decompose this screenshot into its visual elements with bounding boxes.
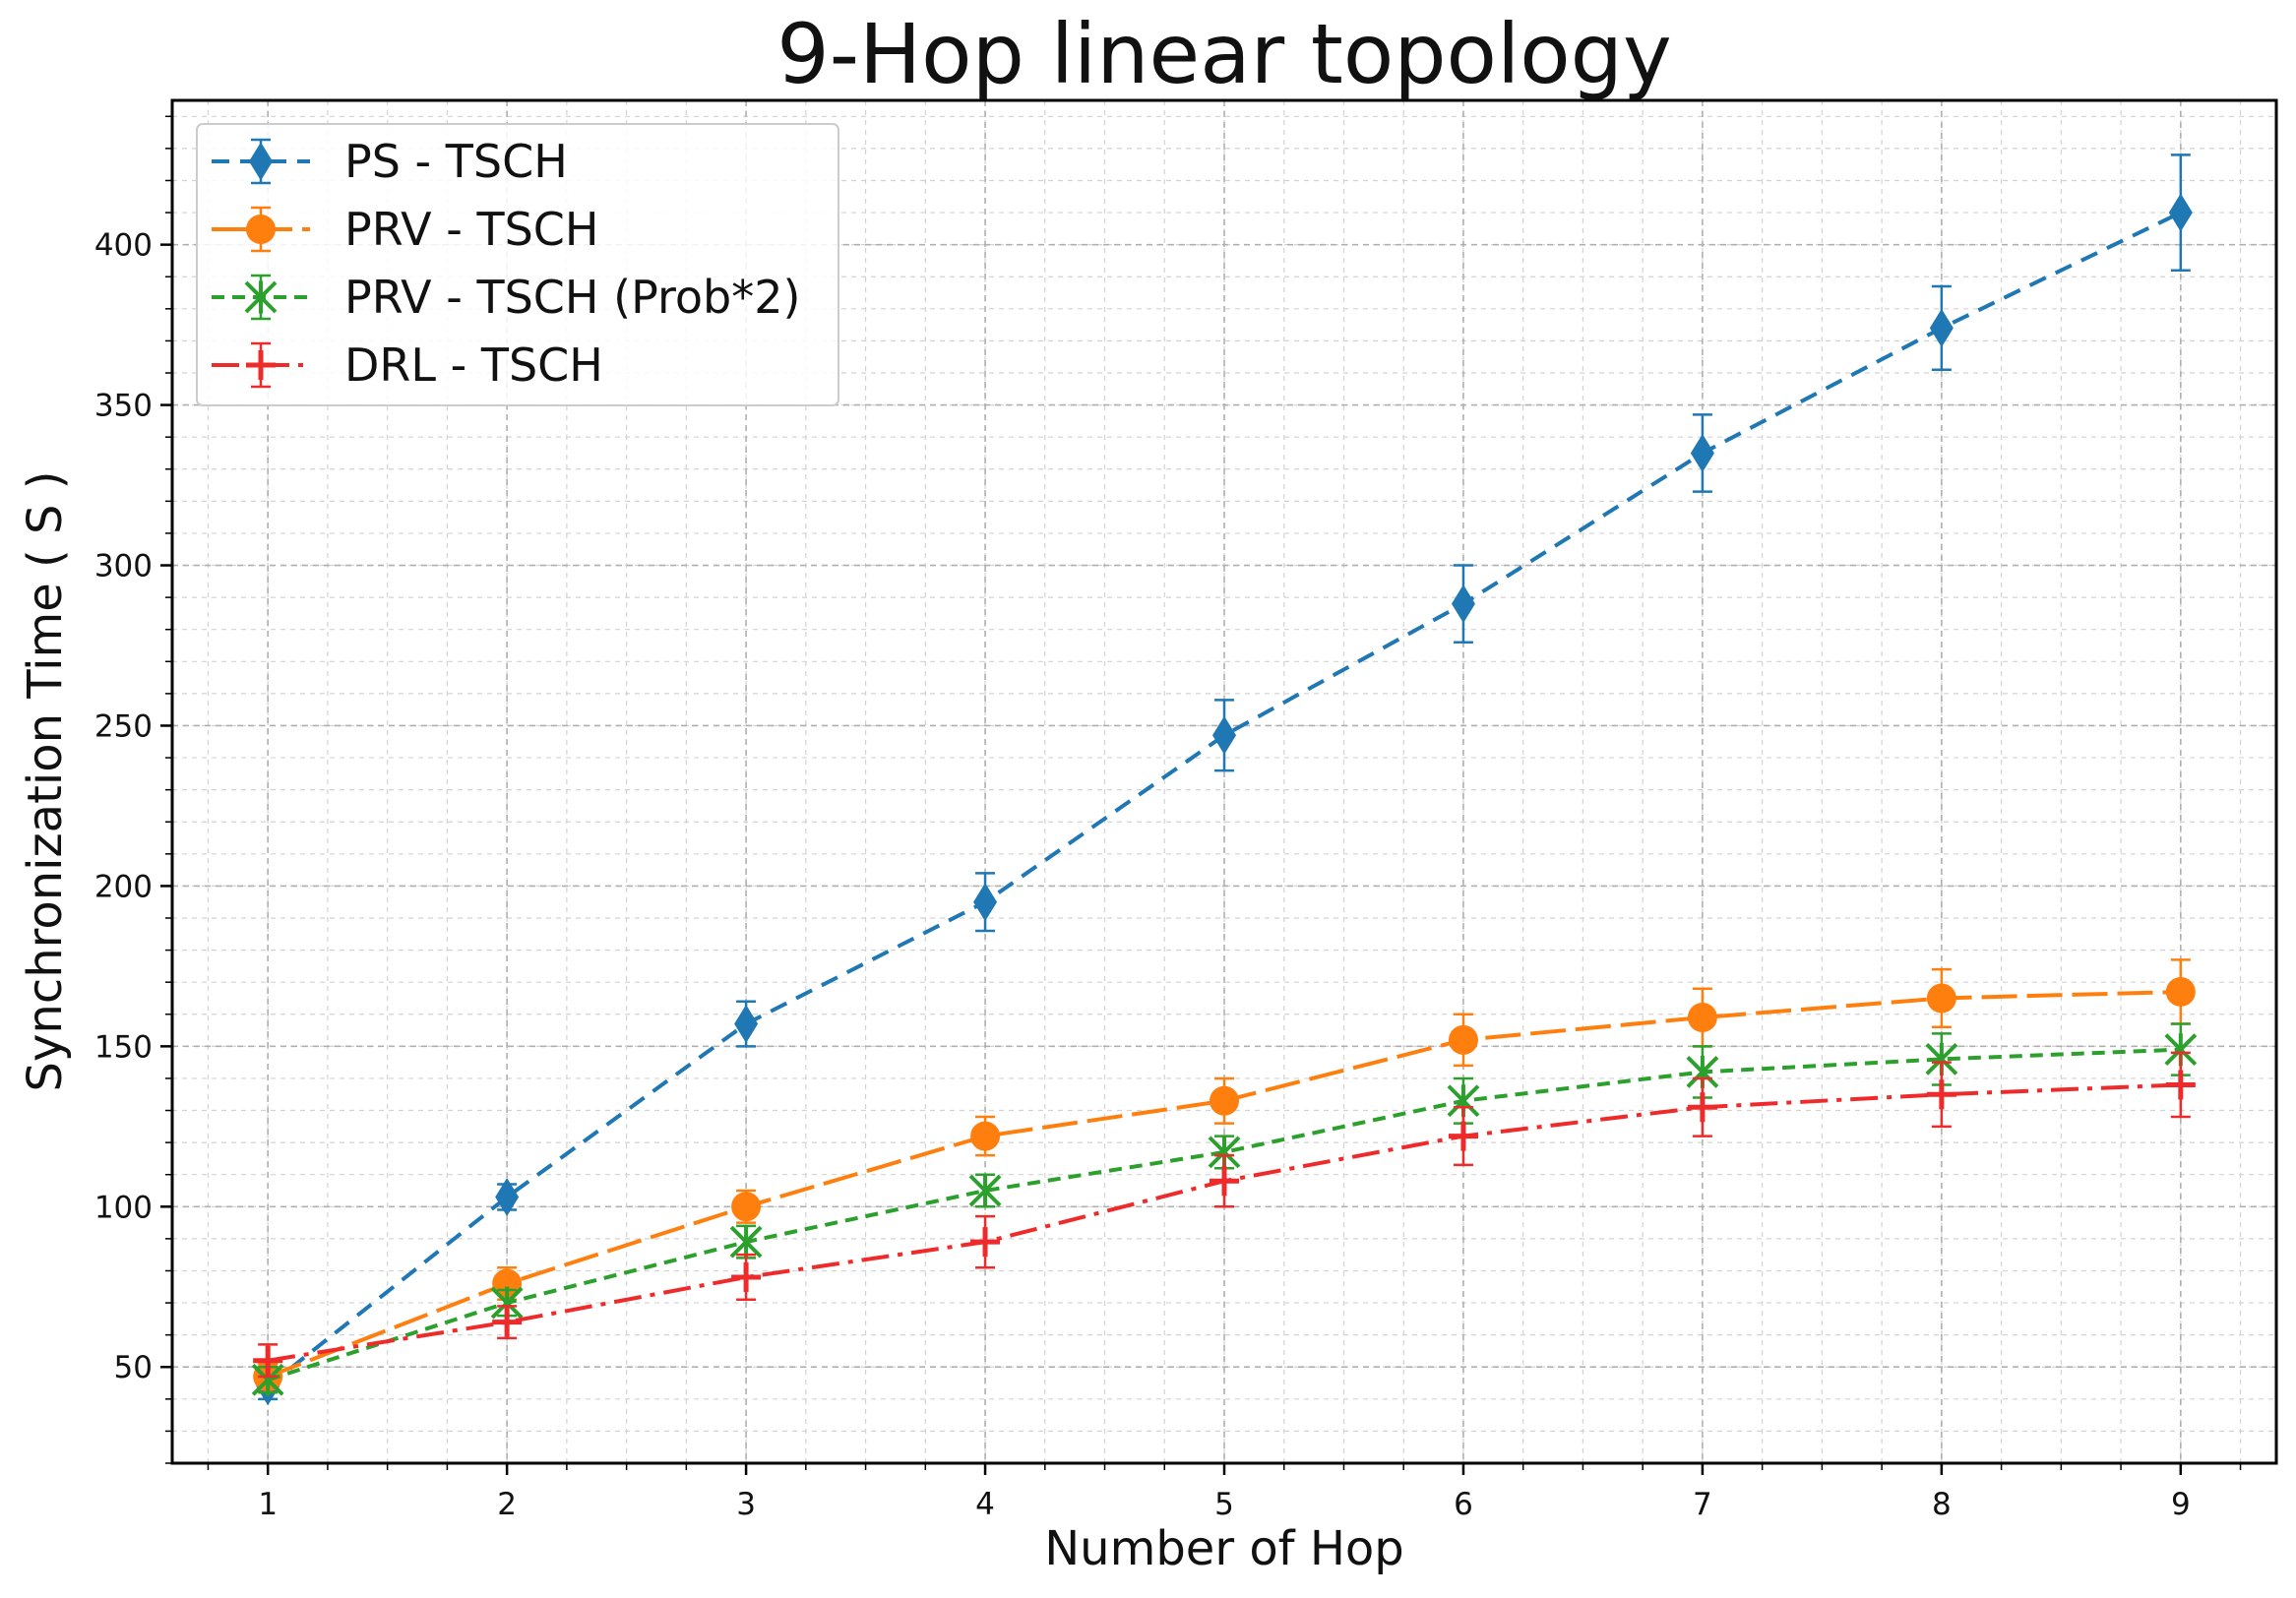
data-point	[246, 350, 276, 380]
legend-entry: PRV - TSCH	[212, 203, 599, 256]
y-axis-label: Synchronization Time ( S )	[18, 471, 73, 1092]
axis-ticks: 1 2 3 4 5 6 7 8 9 50 100 150 200 250 300 350 400	[94, 115, 2242, 1522]
data-point	[973, 883, 998, 922]
x-tick-label: 1	[258, 1487, 278, 1522]
y-tick-label: 250	[94, 708, 153, 744]
legend-box	[196, 123, 839, 406]
x-tick-label: 4	[975, 1487, 995, 1522]
legend-label: PS - TSCH	[344, 135, 568, 188]
data-point	[734, 1005, 759, 1044]
legend-entries: PS - TSCH PRV - TSCH PRV - TSCH (Prob*2) DR…	[212, 135, 800, 392]
data-point	[1212, 715, 1236, 755]
legend-label: PRV - TSCH (Prob*2)	[344, 271, 800, 324]
data-point	[495, 1178, 520, 1217]
series-layer	[251, 154, 2198, 1406]
data-point	[731, 1261, 762, 1292]
legend: PS - TSCH PRV - TSCH PRV - TSCH (Prob*2) DR…	[196, 123, 839, 406]
legend-entry: PS - TSCH	[212, 135, 568, 188]
data-point	[249, 142, 273, 181]
x-tick-label: 9	[2171, 1487, 2191, 1522]
data-point	[1210, 1166, 1239, 1197]
legend-label: DRL - TSCH	[344, 338, 603, 392]
data-point	[492, 1307, 523, 1337]
data-point	[1929, 308, 1954, 347]
data-point	[2165, 976, 2196, 1007]
y-tick-label: 150	[94, 1029, 153, 1065]
data-point	[1448, 1024, 1478, 1055]
data-point	[244, 280, 278, 314]
data-point	[253, 1345, 283, 1376]
data-point	[1687, 1003, 1717, 1033]
series-ps-tsch	[256, 154, 2193, 1406]
y-tick-label: 400	[94, 228, 153, 264]
x-tick-label: 7	[1693, 1487, 1712, 1522]
y-tick-label: 50	[114, 1350, 153, 1385]
data-point	[1448, 1121, 1478, 1151]
chart-title: 9-Hop linear topology	[776, 6, 1671, 102]
series-line	[266, 211, 2182, 1388]
x-tick-label: 8	[1932, 1487, 1952, 1522]
legend-entry: DRL - TSCH	[212, 338, 603, 392]
data-point	[1926, 983, 1956, 1014]
y-tick-label: 100	[94, 1190, 153, 1225]
y-tick-label: 350	[94, 389, 153, 424]
data-point	[729, 1225, 763, 1259]
data-point	[970, 1227, 1001, 1258]
legend-label: PRV - TSCH	[344, 203, 599, 256]
data-point	[2168, 193, 2193, 232]
x-tick-label: 2	[497, 1487, 517, 1522]
x-tick-label: 5	[1214, 1487, 1234, 1522]
x-tick-label: 3	[736, 1487, 756, 1522]
x-axis-label: Number of Hop	[1044, 1521, 1404, 1576]
data-point	[731, 1192, 762, 1222]
y-tick-label: 200	[94, 869, 153, 904]
y-tick-label: 300	[94, 549, 153, 584]
legend-entry: PRV - TSCH (Prob*2)	[212, 271, 800, 324]
data-point	[1687, 1092, 1717, 1123]
data-point	[1451, 584, 1475, 624]
data-point	[2165, 1070, 2196, 1100]
series-line	[267, 1047, 2181, 1383]
data-point	[246, 215, 276, 244]
data-point	[1210, 1085, 1239, 1116]
data-point	[968, 1174, 1002, 1207]
data-point	[1926, 1079, 1956, 1110]
series-drl-tsch	[253, 1051, 2196, 1379]
data-point	[970, 1121, 1001, 1151]
x-tick-label: 6	[1454, 1487, 1473, 1522]
data-point	[1690, 433, 1714, 472]
